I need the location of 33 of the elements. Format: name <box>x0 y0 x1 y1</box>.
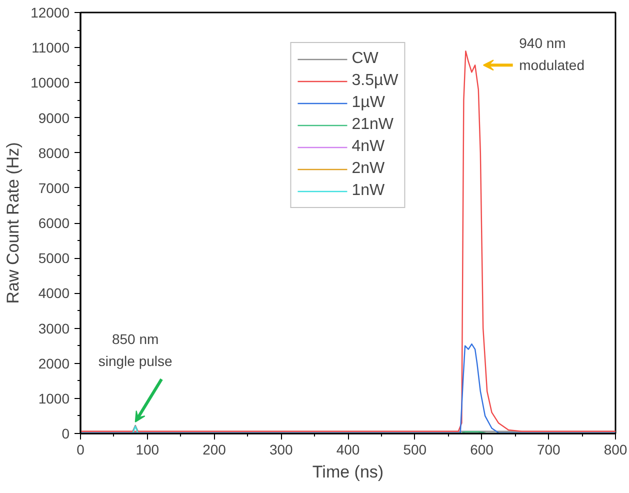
y-tick-label: 0 <box>62 426 70 442</box>
legend-label: 21nW <box>352 116 394 134</box>
y-tick-label: 6000 <box>38 215 70 231</box>
y-tick-label: 3000 <box>38 320 70 336</box>
y-tick-label: 2000 <box>38 355 70 372</box>
x-tick-label: 500 <box>403 442 427 458</box>
x-tick-label: 800 <box>604 442 628 458</box>
y-tick-label: 4000 <box>38 285 70 302</box>
x-tick-label: 400 <box>336 442 360 458</box>
legend-label: 1µW <box>352 94 385 112</box>
x-tick-label: 0 <box>76 442 85 458</box>
x-tick-label: 100 <box>136 442 160 458</box>
y-tick-label: 8000 <box>38 144 70 161</box>
x-tick-label: 600 <box>470 442 494 458</box>
legend-label: 3.5µW <box>352 72 398 90</box>
annotation: 850 nm single pulse <box>98 330 173 370</box>
legend-label: 2nW <box>352 160 385 178</box>
legend-label: CW <box>352 50 378 68</box>
y-tick-label: 5000 <box>38 250 70 266</box>
y-tick-label: 7000 <box>38 180 70 196</box>
x-axis-title: Time (ns) <box>312 462 384 482</box>
y-tick-label: 11000 <box>32 40 70 56</box>
x-tick-label: 200 <box>202 442 226 458</box>
y-tick-label: 10000 <box>30 74 70 91</box>
legend-label: 4nW <box>352 138 385 156</box>
y-tick-label: 12000 <box>30 4 70 20</box>
y-tick-label: 1000 <box>38 390 70 406</box>
x-tick-label: 300 <box>269 442 294 458</box>
y-axis-title: Raw Count Rate (Hz) <box>4 142 23 304</box>
legend-label: 1nW <box>352 182 385 200</box>
x-tick-label: 700 <box>536 442 561 458</box>
y-tick-label: 9000 <box>38 110 70 126</box>
annotation: 940 nm modulated <box>519 34 585 74</box>
